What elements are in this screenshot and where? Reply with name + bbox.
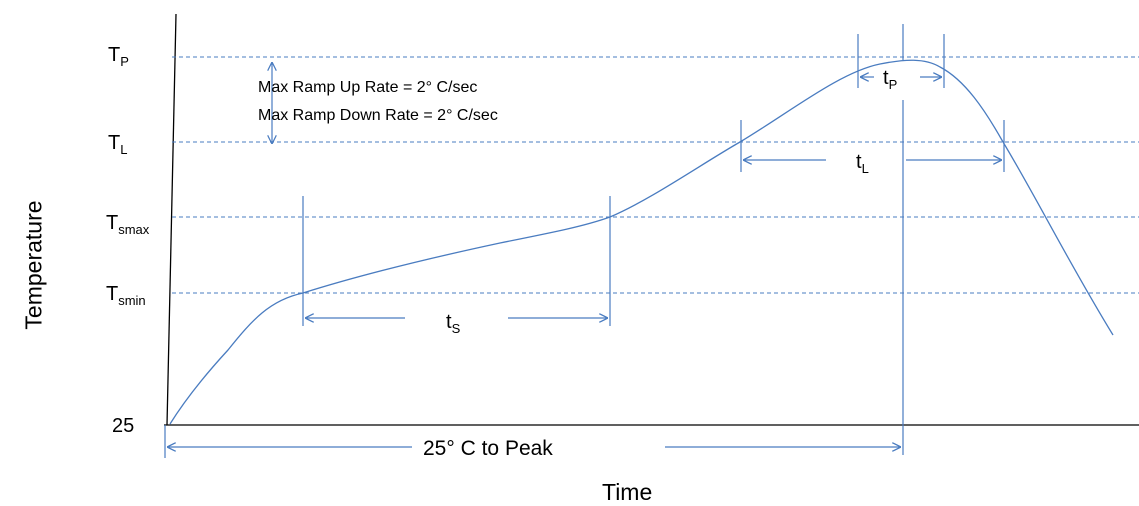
tsmax-label: Tsmax	[106, 212, 150, 237]
tl-span-label: tL	[856, 151, 869, 176]
ts-span-label: tS	[446, 311, 461, 336]
ramp-down-note: Max Ramp Down Rate = 2° C/sec	[258, 107, 498, 124]
x-axis-title: Time	[602, 479, 653, 505]
temperature-profile-curve	[169, 59, 1114, 425]
tl-label: TL	[108, 132, 128, 157]
y-axis	[166, 13, 177, 426]
origin-label: 25	[112, 415, 135, 437]
tp-label: TP	[108, 44, 129, 69]
ramp-up-note: Max Ramp Up Rate = 2° C/sec	[258, 79, 478, 96]
to-peak-label: 25° C to Peak	[423, 437, 553, 460]
y-axis-title: Temperature	[20, 200, 47, 330]
tsmin-label: Tsmin	[106, 283, 146, 308]
tp-span-label: tP	[883, 67, 898, 92]
